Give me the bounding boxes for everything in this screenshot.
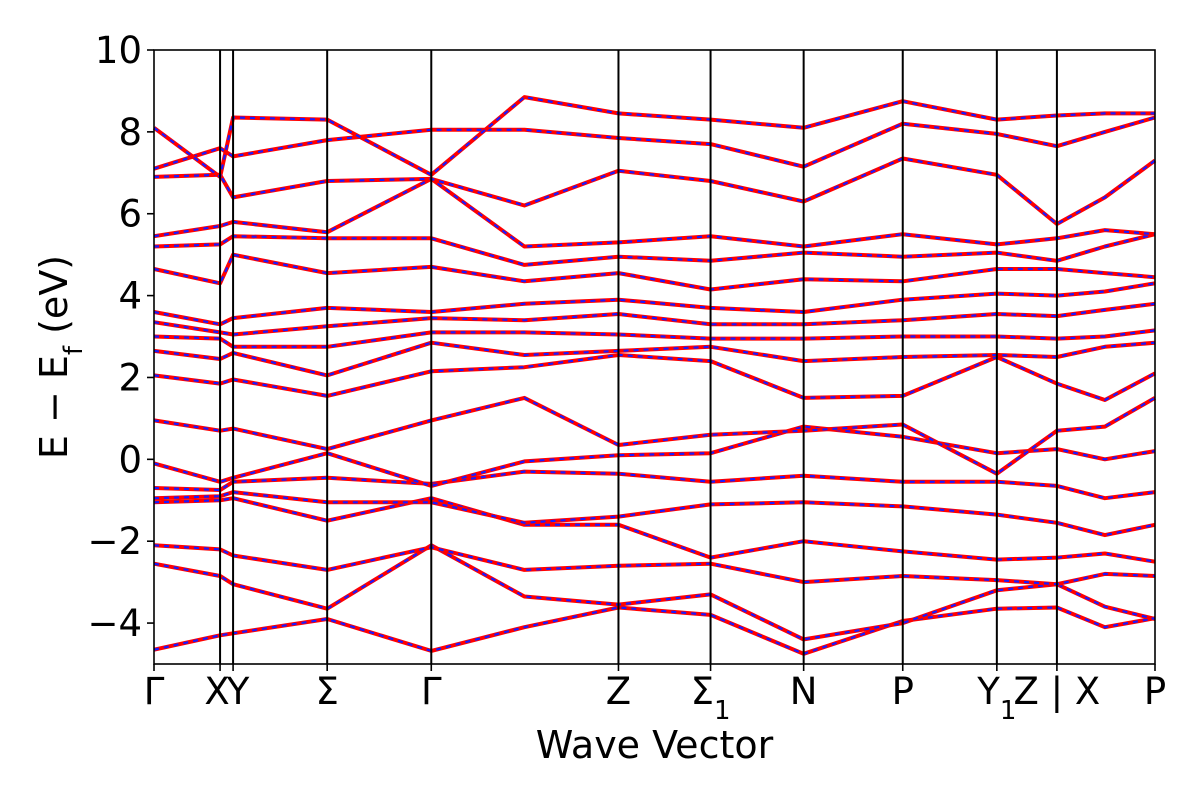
x-tick-label: Σ1 <box>691 670 731 726</box>
y-tick-label: 6 <box>118 193 142 236</box>
y-tick-label: 4 <box>118 275 142 318</box>
x-tick-label: Γ <box>144 670 165 713</box>
band-14-dashed <box>153 253 1156 291</box>
x-axis-label: Wave Vector <box>536 723 774 767</box>
y-tick-label: −4 <box>87 602 142 645</box>
x-tick-label: Z <box>606 670 631 713</box>
y-axis-label-main: E − E <box>32 355 76 459</box>
x-tick-label: P <box>1144 670 1166 713</box>
k-point-lines <box>219 50 1058 664</box>
x-tick-label: Γ <box>421 670 442 713</box>
y-tick-label: 0 <box>118 438 142 481</box>
y-axis-label-sub: f <box>59 345 89 355</box>
band-15-dashed <box>153 233 1156 267</box>
band-18-dashed <box>153 116 1156 170</box>
band-9-solid <box>153 353 1156 402</box>
x-tick-label: N <box>790 670 818 713</box>
band-17-solid <box>153 156 1157 226</box>
band-10-dashed <box>153 341 1156 377</box>
y-tick-label: 2 <box>118 356 142 399</box>
band-1-dashed <box>153 606 1156 655</box>
band-13-dashed <box>153 282 1156 326</box>
x-tick-label: P <box>892 670 914 713</box>
x-tick-label: Σ <box>315 670 338 713</box>
y-axis-ticks: −4 −2 0 2 4 6 8 10 <box>87 29 154 645</box>
plot-frame <box>153 49 1156 665</box>
y-axis-label: E − Ef (eV) <box>32 255 89 459</box>
band-8-dashed <box>153 396 1156 475</box>
band-4-dashed <box>153 497 1156 563</box>
y-axis-label-unit: (eV) <box>32 255 76 346</box>
band-7-dashed <box>153 425 1156 488</box>
band-3-dashed <box>153 544 1156 586</box>
y-tick-label: 10 <box>95 29 142 72</box>
x-tick-label: Z | X <box>1014 670 1101 713</box>
band-12-dashed <box>153 302 1156 336</box>
y-tick-label: 8 <box>118 111 142 154</box>
band-5-dashed <box>153 490 1156 537</box>
band-11-dashed <box>153 329 1156 348</box>
band-19-solid <box>152 95 1155 179</box>
x-tick-label: X <box>204 670 229 713</box>
y-tick-label: −2 <box>87 520 142 563</box>
band-16-dashed <box>153 177 1156 248</box>
band-6-dashed <box>153 470 1156 500</box>
x-tick-label: Y1 <box>976 670 1016 726</box>
x-tick-label: Y <box>226 670 250 713</box>
band-lines <box>152 95 1157 656</box>
